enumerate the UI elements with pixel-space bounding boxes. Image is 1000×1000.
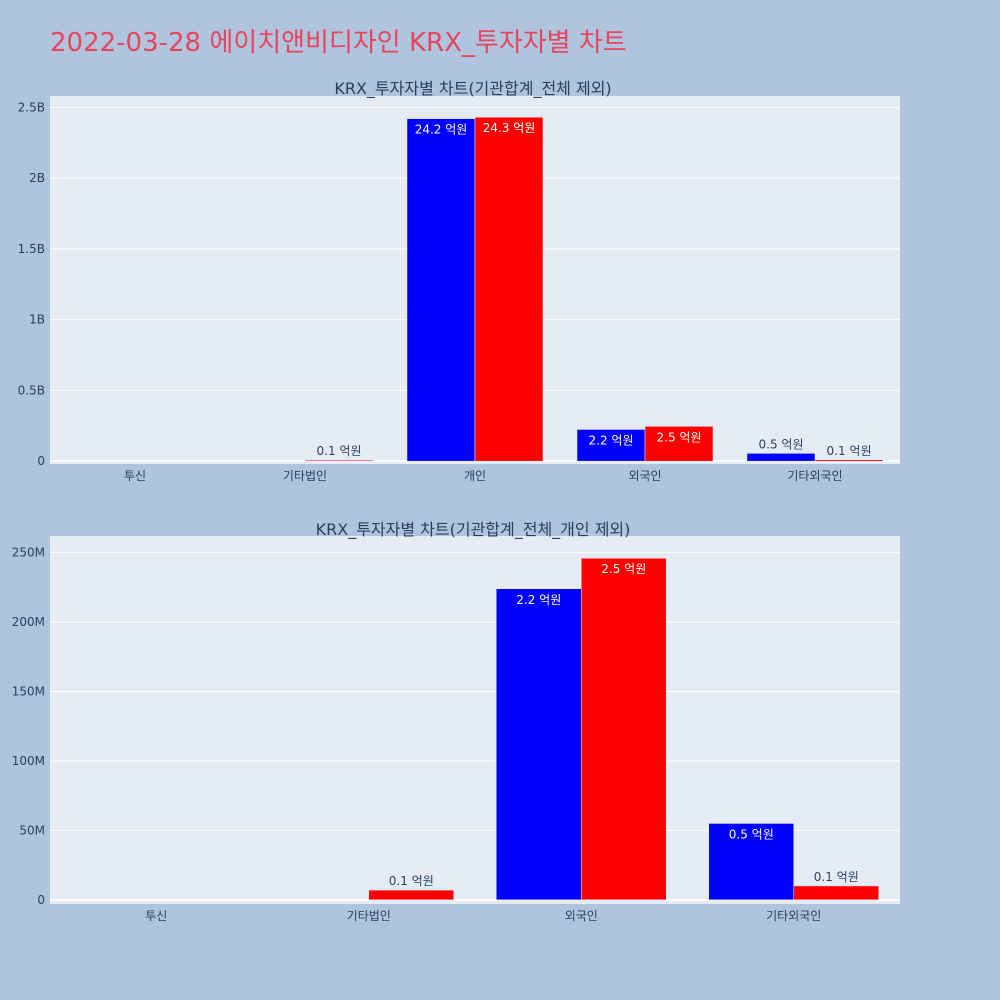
chart-subtitle: KRX_투자자별 차트(기관합계_전체_개인 제외): [316, 520, 631, 540]
bar: [406, 118, 476, 462]
x-tick-label: 투신: [145, 909, 167, 923]
chart-subtitle: KRX_투자자별 차트(기관합계_전체 제외): [334, 79, 611, 99]
bar: [814, 459, 884, 462]
bar: [793, 885, 879, 901]
bar: [496, 588, 582, 901]
bar-value-label: 2.5 억원: [657, 430, 702, 444]
bar: [304, 459, 374, 462]
page-title: 2022-03-28 에이치앤비디자인 KRX_투자자별 차트: [50, 28, 627, 58]
chart-bottom: 0 50M 100M 150M 200M 250M KRX_투자자별 차트(기관합계_전체_…: [12, 520, 900, 923]
bar-value-label: 0.1 억원: [827, 444, 872, 458]
bar-value-label: 24.2 억원: [415, 123, 468, 137]
y-tick-label: 50M: [19, 823, 45, 837]
bar-value-label: 2.2 억원: [589, 433, 634, 447]
bar: [644, 426, 714, 462]
x-tick-label: 외국인: [628, 469, 661, 483]
bar-value-label: 0.1 억원: [814, 870, 859, 884]
x-tick-label: 투신: [124, 469, 146, 483]
bar: [581, 557, 667, 901]
x-tick-label: 기타법인: [283, 469, 327, 483]
x-tick-label: 외국인: [565, 909, 598, 923]
bar-value-label: 0.5 억원: [729, 827, 774, 841]
bar-value-label: 2.5 억원: [601, 562, 646, 576]
y-tick-label: 2.5B: [18, 100, 45, 114]
y-tick-label: 250M: [12, 546, 45, 560]
x-tick-label: 기타법인: [347, 909, 391, 923]
bar: [368, 889, 454, 901]
bar-value-label: 2.2 억원: [516, 593, 561, 607]
x-tick-label: 기타외국인: [787, 469, 842, 483]
y-tick-label: 0: [37, 893, 45, 907]
bar: [708, 823, 794, 901]
y-tick-label: 1B: [29, 313, 45, 327]
bar-value-label: 0.5 억원: [759, 437, 804, 451]
x-tick-label: 개인: [464, 469, 486, 483]
bar-value-label: 0.1 억원: [389, 874, 434, 888]
y-tick-label: 0.5B: [18, 383, 45, 397]
bar-value-label: 0.1 억원: [317, 444, 362, 458]
chart-top: 0 0.5B 1B 1.5B 2B 2.5B KRX_투자자별 차트(기관합계_전체 제외)…: [18, 79, 900, 483]
y-tick-label: 1.5B: [18, 242, 45, 256]
y-tick-label: 0: [37, 454, 45, 468]
x-tick-label: 기타외국인: [766, 909, 821, 923]
bar: [474, 116, 544, 462]
y-tick-label: 150M: [12, 685, 45, 699]
y-tick-label: 2B: [29, 171, 45, 185]
y-tick-label: 100M: [12, 754, 45, 768]
y-tick-label: 200M: [12, 615, 45, 629]
bar-value-label: 24.3 억원: [483, 121, 536, 135]
bar: [746, 453, 816, 462]
